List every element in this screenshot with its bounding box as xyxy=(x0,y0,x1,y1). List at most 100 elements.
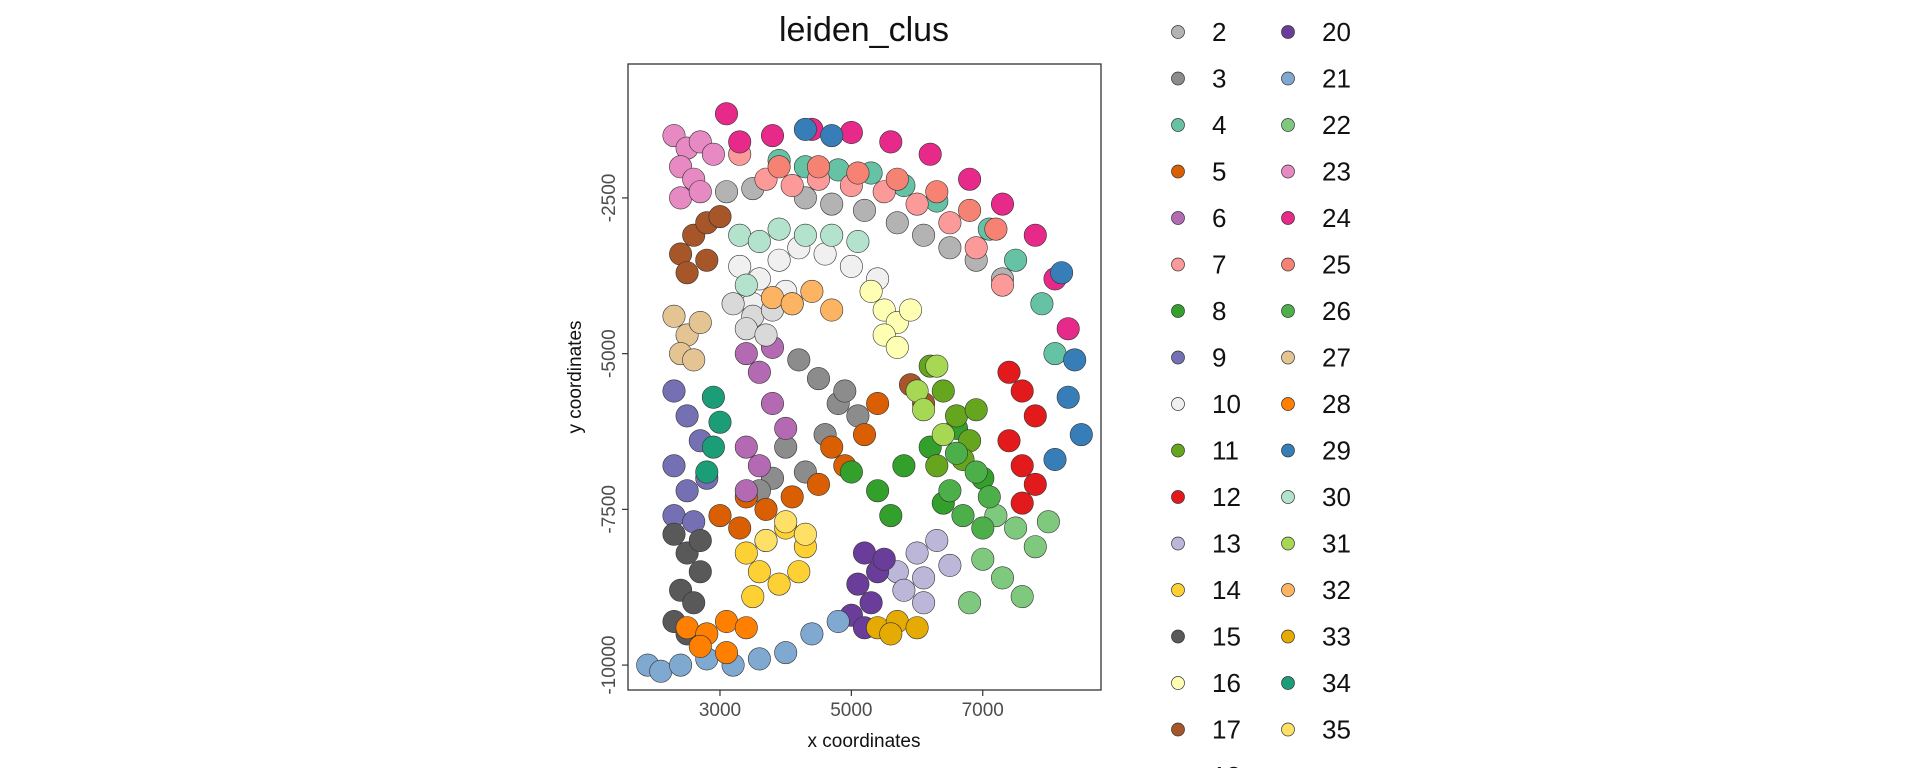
x-axis-title: x coordinates xyxy=(807,731,920,752)
series-35 xyxy=(754,510,817,552)
data-point xyxy=(662,304,686,328)
legend-key xyxy=(1171,629,1185,644)
series-30 xyxy=(728,217,870,297)
legend-key xyxy=(1281,25,1295,39)
legend-label: 15 xyxy=(1212,622,1241,652)
y-axis-title: y coordinates xyxy=(565,320,586,433)
legend-key xyxy=(1281,536,1295,551)
data-point xyxy=(964,460,988,484)
legend-item: 12 xyxy=(1171,482,1241,512)
data-point xyxy=(1036,510,1060,534)
data-point xyxy=(774,510,798,534)
data-point xyxy=(688,310,712,334)
data-point xyxy=(695,248,719,272)
data-point xyxy=(754,323,778,347)
legend-key xyxy=(1171,722,1185,737)
y-tick-label: -7500 xyxy=(599,485,620,534)
data-point xyxy=(944,441,968,465)
legend-key xyxy=(1171,257,1185,272)
data-point xyxy=(662,522,686,546)
legend-item: 34 xyxy=(1281,668,1351,698)
data-point xyxy=(833,379,857,403)
data-point xyxy=(1004,516,1028,540)
data-point xyxy=(892,578,916,602)
data-point xyxy=(944,404,968,428)
data-point xyxy=(1056,317,1080,341)
data-point xyxy=(675,404,699,428)
data-point xyxy=(734,342,758,366)
series-34 xyxy=(695,385,732,484)
data-point xyxy=(885,167,909,191)
data-point xyxy=(708,410,732,434)
data-point xyxy=(662,454,686,478)
legend-label: 26 xyxy=(1322,296,1351,326)
legend-item: 24 xyxy=(1281,203,1351,233)
data-point xyxy=(1056,385,1080,409)
legend-key xyxy=(1281,350,1295,365)
data-point xyxy=(695,460,719,484)
series-31 xyxy=(905,354,955,447)
legend-item: 3 xyxy=(1171,64,1226,94)
data-point xyxy=(820,435,844,459)
data-point xyxy=(747,230,771,254)
legend-key xyxy=(1281,257,1295,272)
data-point xyxy=(780,174,804,198)
data-point xyxy=(734,616,758,640)
data-point xyxy=(938,553,962,577)
data-point xyxy=(780,292,804,316)
series-13 xyxy=(885,528,962,615)
legend-item: 8 xyxy=(1171,296,1226,326)
data-point xyxy=(866,479,890,503)
data-point xyxy=(938,211,962,235)
data-point xyxy=(990,566,1014,590)
legend-key xyxy=(1281,583,1295,597)
data-point xyxy=(905,192,929,216)
series-15 xyxy=(662,522,712,646)
data-point xyxy=(1023,472,1047,496)
data-point xyxy=(675,261,699,285)
data-point xyxy=(912,223,936,247)
data-point xyxy=(820,124,844,148)
data-point xyxy=(879,130,903,154)
legend-label: 34 xyxy=(1322,668,1351,698)
legend-item: 27 xyxy=(1281,343,1351,373)
legend-label: 21 xyxy=(1322,64,1351,94)
data-point xyxy=(931,423,955,447)
data-point xyxy=(793,522,817,546)
legend-label: 5 xyxy=(1212,157,1226,187)
legend-item: 25 xyxy=(1281,250,1351,280)
data-point xyxy=(925,354,949,378)
legend-item: 2 xyxy=(1171,17,1226,47)
data-point xyxy=(925,528,949,552)
data-point xyxy=(1050,261,1074,285)
legend-item: 4 xyxy=(1171,110,1226,140)
data-point xyxy=(747,560,771,584)
legend-label: 31 xyxy=(1322,529,1351,559)
legend-label: 20 xyxy=(1322,17,1351,47)
data-point xyxy=(931,379,955,403)
legend-label: 9 xyxy=(1212,343,1226,373)
data-point xyxy=(728,223,752,247)
series-32 xyxy=(760,279,844,322)
data-point xyxy=(669,186,693,210)
data-point xyxy=(820,298,844,322)
data-point xyxy=(806,367,830,391)
data-point xyxy=(885,211,909,235)
legend-label: 6 xyxy=(1212,203,1226,233)
legend-item: 15 xyxy=(1171,622,1241,652)
data-point xyxy=(846,230,870,254)
data-point xyxy=(912,566,936,590)
legend-label: 25 xyxy=(1322,250,1351,280)
legend-label: 18 xyxy=(1212,761,1241,768)
legend-label: 33 xyxy=(1322,622,1351,652)
data-point xyxy=(747,647,771,671)
legend-item: 14 xyxy=(1171,575,1241,605)
legend-key xyxy=(1171,211,1185,225)
data-point xyxy=(754,528,778,552)
legend-item: 23 xyxy=(1281,157,1351,187)
legend-label: 11 xyxy=(1212,436,1239,466)
series-29 xyxy=(793,117,1093,471)
data-point xyxy=(688,560,712,584)
data-point xyxy=(675,616,699,640)
legend-label: 3 xyxy=(1212,64,1226,94)
